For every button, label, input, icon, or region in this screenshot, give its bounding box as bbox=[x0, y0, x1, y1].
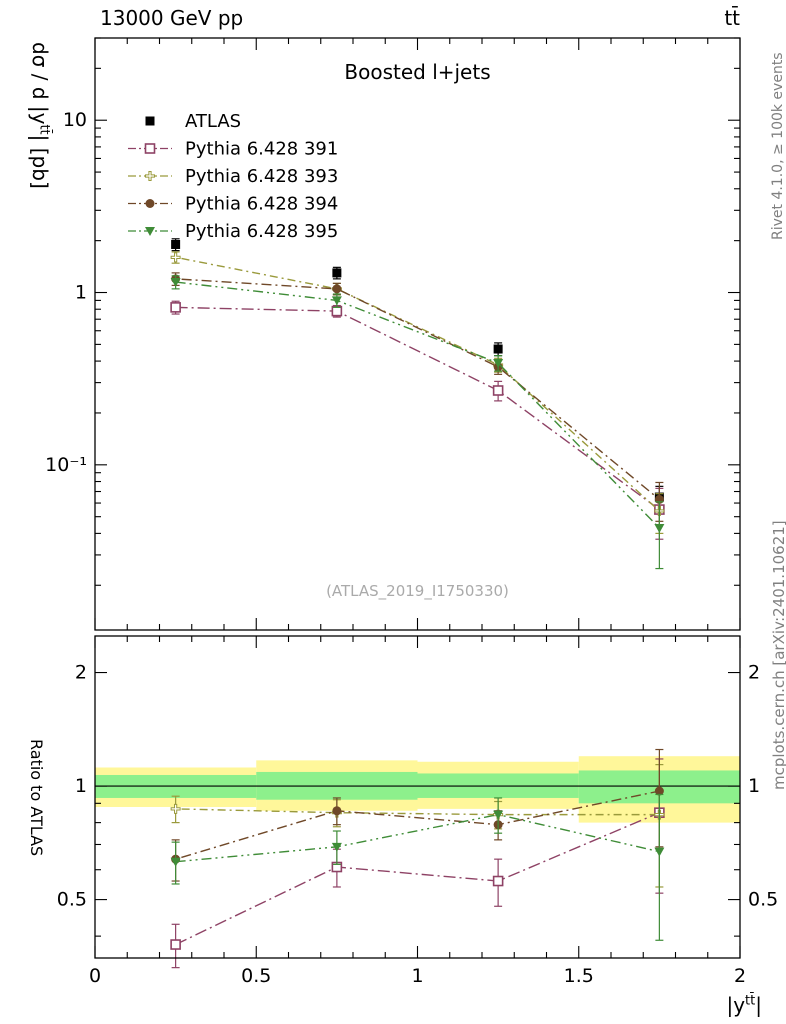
x-tick-label: 0.5 bbox=[241, 965, 271, 987]
y-axis-label-pre: dσ / d |y bbox=[28, 42, 52, 125]
open-cross-marker-inner bbox=[171, 253, 180, 262]
x-tick-label: 0 bbox=[89, 965, 101, 987]
x-tick-label: 1 bbox=[411, 965, 423, 987]
x-tick-label: 1.5 bbox=[564, 965, 594, 987]
filled-square-marker bbox=[171, 239, 181, 249]
y-ratio-tick-label-right: 1 bbox=[748, 775, 760, 797]
legend-label: Pythia 6.428 395 bbox=[185, 221, 338, 242]
legend-label: ATLAS bbox=[185, 111, 241, 132]
y-main-tick-label: 10⁻¹ bbox=[45, 454, 87, 476]
y-axis-label-main: dσ / d |ytt̄| [pb] bbox=[28, 42, 52, 189]
open-square-marker bbox=[492, 385, 504, 396]
open-square-marker bbox=[492, 875, 504, 887]
process-label: tt̄ bbox=[724, 6, 740, 30]
tick-labels: 10 1 10⁻¹ 0.5 0.5 1 1 2 2 0 0.5 1 1.5 2 bbox=[45, 109, 778, 987]
legend-label: Pythia 6.428 394 bbox=[185, 194, 338, 215]
series-line bbox=[175, 790, 660, 860]
open-square-marker bbox=[170, 302, 181, 313]
y-axis-label-sup: tt̄ bbox=[36, 124, 52, 135]
x-ticks bbox=[94, 38, 741, 958]
triangle-down-marker bbox=[493, 358, 504, 368]
y-main-tick-label: 10 bbox=[63, 109, 87, 131]
y-ratio-tick-label-left: 0.5 bbox=[57, 889, 87, 911]
filled-square-marker bbox=[332, 268, 342, 278]
y-main-tick-label: 1 bbox=[75, 282, 87, 304]
y-ratio-tick-label-right: 0.5 bbox=[748, 889, 778, 911]
filled-circle-marker bbox=[145, 199, 155, 208]
series-ATLAS bbox=[171, 238, 664, 511]
y-ratio-tick-label-left: 1 bbox=[75, 775, 87, 797]
y-ratio-tick-label-left: 2 bbox=[75, 662, 87, 684]
triangle-down-marker bbox=[145, 227, 155, 236]
series-line bbox=[175, 278, 660, 500]
open-square-marker bbox=[144, 143, 156, 154]
y-axis-label-post: | [pb] bbox=[28, 134, 52, 189]
y-ratio-tick-label-right: 2 bbox=[748, 662, 760, 684]
filled-square-marker bbox=[145, 116, 155, 126]
analysis-id-watermark: (ATLAS_2019_I1750330) bbox=[326, 582, 509, 600]
ratio-bands bbox=[95, 756, 740, 823]
triangle-down-marker bbox=[331, 842, 342, 852]
filled-square-marker bbox=[493, 344, 503, 354]
x-axis-label-pre: |y bbox=[726, 993, 746, 1017]
x-tick-label: 2 bbox=[734, 965, 746, 987]
series-Pythia-6_428-391 bbox=[170, 300, 665, 969]
series-line bbox=[175, 306, 660, 511]
triangle-down-marker bbox=[493, 810, 504, 820]
rivet-version-label: Rivet 4.1.0, ≥ 100k events bbox=[770, 52, 786, 240]
x-axis-label-post: | bbox=[755, 993, 762, 1017]
legend-label: Pythia 6.428 391 bbox=[185, 139, 338, 160]
mcplots-arxiv-label: mcplots.cern.ch [arXiv:2401.10621] bbox=[770, 520, 786, 790]
filled-circle-marker bbox=[332, 284, 342, 294]
open-cross-marker-inner bbox=[146, 172, 154, 180]
triangle-down-marker bbox=[170, 857, 181, 867]
filled-circle-marker bbox=[332, 806, 342, 816]
open-square-marker bbox=[170, 939, 181, 950]
triangle-down-marker bbox=[654, 847, 665, 857]
filled-circle-marker bbox=[654, 786, 664, 796]
open-cross-marker-inner bbox=[171, 804, 180, 813]
beam-energy-label: 13000 GeV pp bbox=[100, 6, 244, 30]
series-line bbox=[175, 812, 660, 946]
x-axis-label-sup: tt̄ bbox=[745, 993, 756, 1009]
y-ticks bbox=[95, 37, 740, 937]
series-line bbox=[175, 808, 660, 816]
triangle-down-marker bbox=[331, 296, 342, 306]
legend-label: Pythia 6.428 393 bbox=[185, 166, 338, 187]
series-line bbox=[175, 256, 660, 512]
series-line bbox=[175, 813, 660, 863]
y-axis-label-ratio: Ratio to ATLAS bbox=[27, 739, 46, 857]
triangle-down-marker bbox=[170, 278, 181, 288]
x-axis-label: |ytt̄| bbox=[726, 993, 762, 1017]
legend: ATLAS Pythia 6.428 391 Pythia 6.428 393 Pyt… bbox=[128, 111, 338, 242]
triangle-down-marker bbox=[654, 523, 665, 533]
plot-title: Boosted l+jets bbox=[344, 60, 491, 84]
series-line bbox=[175, 281, 660, 529]
series-Pythia-6_428-395 bbox=[170, 275, 665, 941]
